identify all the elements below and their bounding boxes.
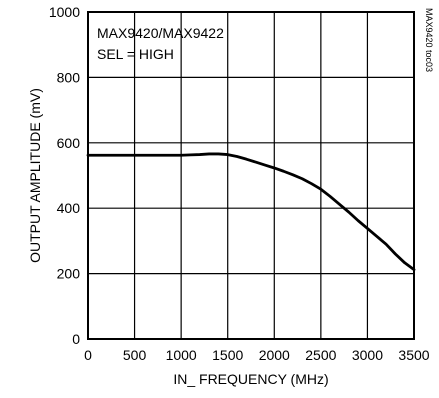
x-tick-label: 1000 [166,347,197,363]
plot-frame [87,11,415,340]
y-tick-label: 1000 [49,4,80,20]
x-tick-label: 3500 [398,347,429,363]
x-tick-labels: 0 500 1000 1500 2000 2500 3000 3500 [84,347,430,363]
series-line-0 [86,152,416,272]
grid-lines [88,12,414,339]
y-tick-label: 200 [57,266,81,282]
x-tick-label: 500 [123,347,147,363]
x-tick-label: 2000 [259,347,290,363]
y-tick-label: 800 [57,69,81,85]
x-axis-title: IN_ FREQUENCY (MHz) [173,371,328,387]
x-tick-label: 3000 [352,347,383,363]
figure-code-label: MAX9420 toc03 [424,8,434,72]
y-tick-labels: 0 200 400 600 800 1000 [49,4,80,347]
y-tick-label: 400 [57,200,81,216]
y-tick-label: 600 [57,135,81,151]
annotation-part-numbers: MAX9420/MAX9422 [97,25,224,41]
y-axis-title: OUTPUT AMPLITUDE (mV) [27,88,43,263]
annotation-sel-condition: SEL = HIGH [97,46,174,62]
x-tick-label: 0 [84,347,92,363]
y-tick-label: 0 [72,331,80,347]
series-layer [86,152,416,272]
x-tick-label: 1500 [212,347,243,363]
x-tick-label: 2500 [305,347,336,363]
